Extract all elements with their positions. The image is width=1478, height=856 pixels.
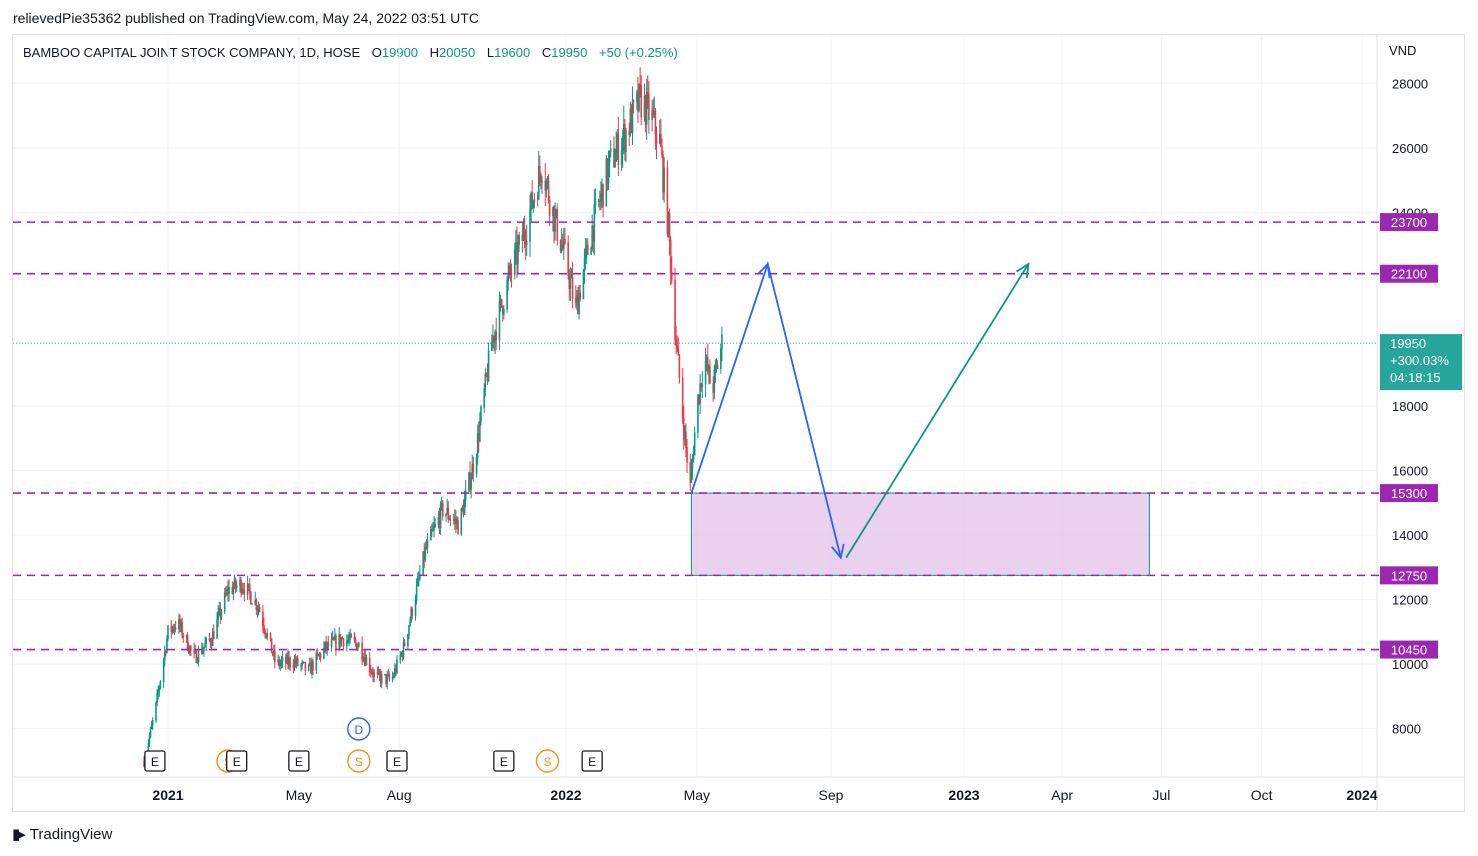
earnings-marker [493, 750, 515, 772]
blue-arrow-head-up [757, 262, 771, 279]
last-price-countdown: 04:18:15 [1390, 370, 1441, 385]
level-badge-15300 [1380, 484, 1438, 503]
earnings-marker-label: E [500, 755, 508, 769]
currency-label: VND [1389, 43, 1417, 58]
symbol-title: BAMBOO CAPITAL JOINT STOCK COMPANY, 1D, … [23, 45, 361, 60]
open-value: 19900 [381, 45, 419, 60]
x-tick-label: May [286, 787, 312, 803]
dividend-marker [347, 717, 371, 741]
level-badge-label: 15300 [1391, 486, 1427, 501]
earnings-marker [386, 750, 408, 772]
demand-zone-rect [690, 492, 1150, 576]
x-tick-label: 2023 [948, 787, 979, 803]
tradingview-brand: TradingView [29, 825, 113, 843]
projection-arrow-green [845, 263, 1030, 559]
level-badge-12750 [1380, 566, 1438, 585]
open-label: O [371, 45, 382, 60]
tradingview-footer[interactable]: ▮▸ TradingView [12, 825, 113, 844]
x-tick-label: Jul [1152, 787, 1170, 803]
earnings-marker-label: E [588, 755, 596, 769]
blue-arrow-head-down [831, 543, 845, 560]
y-tick-label: 14000 [1392, 528, 1428, 543]
high-label: H [429, 45, 440, 60]
y-tick-label: 28000 [1392, 76, 1428, 91]
last-price-change: +300.03% [1390, 353, 1449, 368]
level-badge-label: 23700 [1391, 215, 1427, 230]
level-badge-label: 12750 [1391, 568, 1427, 583]
x-tick-label: Oct [1251, 787, 1273, 803]
y-tick-label: 16000 [1392, 464, 1428, 479]
earnings-marker-label: E [151, 755, 159, 769]
level-badge-23700 [1380, 213, 1438, 232]
split-marker [347, 749, 371, 773]
dividend-marker-label: D [354, 723, 363, 737]
x-tick-label: 2022 [550, 787, 581, 803]
x-tick-label: May [684, 787, 710, 803]
earnings-marker [144, 750, 166, 772]
high-value: 20050 [439, 45, 476, 60]
last-price-value: 19950 [1390, 336, 1426, 351]
y-tick-label: 12000 [1392, 593, 1428, 608]
low-label: L [486, 45, 495, 60]
earnings-marker [226, 750, 248, 772]
y-tick-label: 26000 [1392, 141, 1428, 156]
earnings-marker-label: E [393, 755, 401, 769]
change-value: +50 (+0.25%) [599, 45, 678, 60]
x-tick-label: Aug [387, 787, 412, 803]
x-tick-label: 2024 [1346, 787, 1377, 803]
close-value: 19950 [551, 45, 588, 60]
earnings-marker-label: E [295, 755, 303, 769]
level-badge-10450 [1380, 640, 1438, 659]
level-badge-label: 22100 [1391, 267, 1427, 282]
split-marker-label: S [355, 755, 363, 769]
level-badge-22100 [1380, 264, 1438, 283]
y-tick-label: 8000 [1392, 722, 1421, 737]
x-tick-label: Sep [819, 787, 844, 803]
tradingview-logo-icon: ▮▸ [12, 826, 26, 843]
earnings-marker [581, 750, 603, 772]
last-price-badge [1380, 334, 1462, 391]
earnings-marker-label: E [233, 755, 241, 769]
close-label: C [541, 45, 552, 60]
published-by-line: relievedPie35362 published on TradingVie… [13, 10, 479, 26]
chart-pane[interactable] [12, 34, 1465, 812]
x-tick-label: Apr [1051, 787, 1073, 803]
y-tick-label: 10000 [1392, 657, 1428, 672]
split-marker-label: S [543, 755, 551, 769]
y-tick-label: 18000 [1392, 399, 1428, 414]
green-arrow-head [1016, 262, 1030, 279]
level-badge-label: 10450 [1391, 643, 1427, 658]
low-value: 19600 [494, 45, 531, 60]
earnings-marker [288, 750, 310, 772]
split-marker [535, 749, 560, 773]
x-tick-label: 2021 [152, 787, 183, 803]
symbol-header: BAMBOO CAPITAL JOINT STOCK COMPANY, 1D, … [23, 45, 686, 60]
